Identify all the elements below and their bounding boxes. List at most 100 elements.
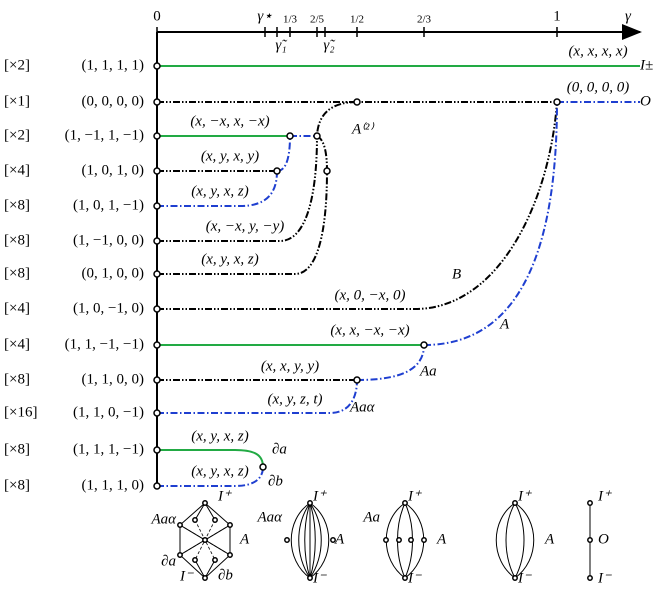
graph-label: I⁻: [517, 570, 532, 586]
graph-node: [383, 537, 389, 543]
branch-label: A: [499, 316, 510, 332]
hasse-diagrams: [177, 500, 593, 581]
axis-tick-label: 0: [153, 8, 161, 24]
graph-node: [421, 537, 427, 543]
branch-label: ∂a: [272, 441, 287, 457]
graph-node: [587, 500, 593, 506]
branch-label: Aaα: [349, 399, 376, 415]
graph-node: [192, 557, 198, 563]
graph-label: ∂a: [161, 553, 176, 569]
multiplicity: [×1]: [4, 93, 30, 109]
graph-label: A: [239, 531, 250, 547]
multiplicity: [×8]: [4, 197, 30, 213]
multiplicity: [×2]: [4, 127, 30, 143]
graph-label: Aaα: [150, 511, 177, 527]
axis-lower-tick-label: γ̃₂: [323, 37, 335, 53]
row-vector: (1, 1, 1, 0): [82, 477, 145, 493]
graph-label: A: [436, 531, 447, 547]
node: [153, 482, 161, 490]
node: [259, 463, 267, 471]
branch-label: (x, y, x, z): [201, 251, 258, 267]
graph-node: [202, 575, 208, 581]
axis-lower-tick-label: γ̃₁: [275, 37, 287, 53]
row-vector: (0, 1, 0, 0): [82, 265, 145, 281]
branch-label: I±: [639, 57, 653, 73]
graph-label: A: [334, 531, 345, 547]
branch-label: (x, −x, x, −x): [190, 113, 269, 129]
node: [153, 237, 161, 245]
node: [273, 167, 281, 175]
axis-end-label: γ: [625, 8, 632, 24]
nodes: [153, 62, 561, 490]
node: [153, 376, 161, 384]
graph-label: I⁺: [597, 488, 612, 504]
multiplicity: [×8]: [4, 232, 30, 248]
graph-node: [227, 552, 233, 558]
branch-label: (x, x, y, y): [261, 358, 319, 374]
row-vector: (1, 1, 1, 1): [82, 57, 145, 73]
graph-node: [330, 537, 336, 543]
node: [153, 132, 161, 140]
multiplicity: [×16]: [4, 404, 37, 420]
graph-node: [512, 575, 518, 581]
branch-label: (x, −x, y, −y): [206, 218, 285, 234]
graph-node: [212, 557, 218, 563]
branch-label: (x, y, z, t): [268, 391, 323, 407]
graph-node: [587, 537, 593, 543]
graph-label: Aaα: [256, 509, 283, 525]
graph-node: [177, 522, 183, 528]
graph-node: [307, 575, 313, 581]
branch-label: Aa: [419, 363, 437, 379]
row-vector: (1, 1, −1, −1): [65, 336, 144, 352]
node: [153, 305, 161, 313]
node: [153, 98, 161, 106]
graph-label: I⁺: [217, 488, 232, 504]
branch-label: (x, x, x, x): [568, 43, 627, 59]
graph-node: [402, 500, 408, 506]
axis-tick-label: 2/5: [310, 14, 325, 26]
node: [153, 167, 161, 175]
node: [286, 132, 294, 140]
graph-node: [202, 500, 208, 506]
row-vector: (1, 1, 1, −1): [73, 441, 144, 457]
multiplicity: [×4]: [4, 336, 30, 352]
multiplicity: [×4]: [4, 300, 30, 316]
node: [153, 202, 161, 210]
graph-node: [284, 537, 290, 543]
axis-tick-label: 2/3: [417, 14, 432, 26]
graph-label: O: [598, 531, 609, 547]
node: [553, 98, 561, 106]
multiplicity: [×2]: [4, 57, 30, 73]
branch-label: (x, y, x, y): [201, 148, 259, 164]
row-vector: (1, 0, 1, 0): [82, 162, 145, 178]
graph-label: I⁻: [597, 570, 612, 586]
graph-node: [402, 575, 408, 581]
branch-label: (x, 0, −x, 0): [335, 287, 406, 303]
multiplicity: [×4]: [4, 162, 30, 178]
axis-tick-label: 1/2: [350, 14, 364, 26]
graph-node: [307, 500, 313, 506]
graph-label: Aa: [362, 509, 380, 525]
graph-node: [587, 575, 593, 581]
graph-node: [177, 552, 183, 558]
row-vector: (1, 0, 1, −1): [73, 197, 144, 213]
row-vector: (1, 0, −1, 0): [73, 300, 144, 316]
branch-label: (x, y, x, z): [191, 463, 248, 479]
graph-label: I⁺: [517, 488, 532, 504]
graph-node: [192, 517, 198, 523]
node: [353, 376, 361, 384]
row-vector: (1, 1, 0, 0): [82, 371, 145, 387]
row-vector: (0, 0, 0, 0): [82, 93, 145, 109]
branch-label: A⁽²⁾: [351, 121, 374, 137]
graph-label: I⁺: [407, 488, 422, 504]
node: [353, 98, 361, 106]
node: [153, 270, 161, 278]
branch-label: (0, 0, 0, 0): [567, 79, 630, 95]
branches: [157, 65, 640, 487]
node: [153, 409, 161, 417]
row-vector: (1, −1, 0, 0): [73, 232, 144, 248]
branch-label: B: [452, 266, 461, 282]
graph-node: [512, 500, 518, 506]
graph-label: I⁻: [179, 568, 194, 584]
